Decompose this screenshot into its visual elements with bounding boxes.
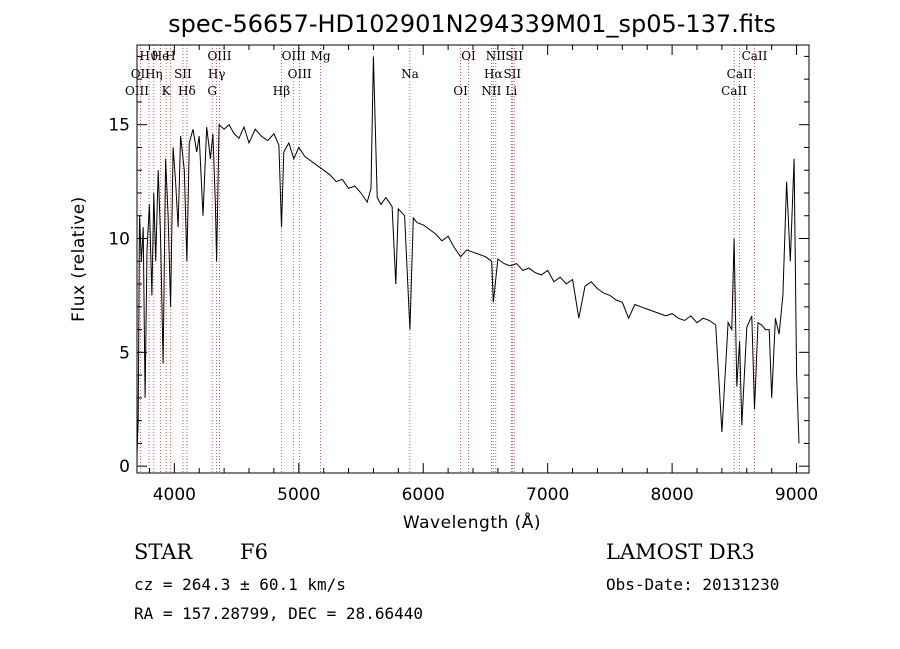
x-tick-label: 8000 [650,485,693,505]
line-label: Hϑ [140,49,159,63]
spectrum-chart: spec-56657-HD102901N294339M01_sp05-137.f… [69,10,818,533]
survey-name: LAMOST DR3 [606,540,755,564]
line-label: OIII [207,49,231,63]
y-axis-ticks: 0 5 10 15 [108,55,809,477]
line-label: K [162,84,172,98]
x-tick-label: 6000 [402,485,445,505]
line-label: Hη [145,67,163,81]
line-label: Li [505,84,517,98]
redshift-info: cz = 264.3 ± 60.1 km/s [134,575,346,594]
spectral-line-labels: HϑOIIOIIIHeHηKHSIIHδOIIIHγGOIIIOIIIHβMgN… [125,49,768,98]
line-label: Na [401,67,419,81]
line-label: CaII [742,49,768,63]
line-label: G [207,84,217,98]
chart-title: spec-56657-HD102901N294339M01_sp05-137.f… [168,10,776,38]
line-label: SII [174,67,192,81]
observation-date: Obs-Date: 20131230 [606,575,780,594]
line-label: CaII [721,84,747,98]
line-label: He [152,49,170,63]
line-label: Hβ [273,84,290,98]
line-label: NII [486,49,506,63]
spectral-line-markers [136,45,755,473]
line-label: Hδ [178,84,196,98]
x-tick-label: 9000 [775,485,818,505]
object-subclass: F6 [240,540,268,564]
line-label: OI [461,49,476,63]
line-label: Hα [484,67,503,81]
y-axis-label: Flux (relative) [69,196,89,322]
y-tick-label: 5 [119,343,130,363]
line-label: SII [503,67,521,81]
y-tick-label: 10 [108,230,130,250]
x-axis-ticks: 4000 5000 6000 7000 8000 9000 [148,45,818,505]
object-class: STAR [134,540,193,564]
y-tick-label: 0 [119,457,130,477]
line-label: NII [481,84,501,98]
line-label: OIII [288,67,312,81]
x-axis-label: Wavelength (Å) [403,511,541,533]
spectrum-line [136,56,800,455]
x-tick-label: 4000 [153,485,196,505]
line-label: Mg [311,49,331,63]
line-label: OI [453,84,468,98]
line-label: OIII [282,49,306,63]
x-tick-label: 7000 [526,485,569,505]
line-label: Hγ [208,67,226,81]
line-label: H [165,49,175,63]
plot-frame [136,44,810,474]
coordinates-info: RA = 157.28799, DEC = 28.66440 [134,604,423,623]
line-label: SII [505,49,523,63]
y-tick-label: 15 [108,116,130,136]
line-label: OII [131,67,151,81]
line-label: CaII [727,67,753,81]
x-tick-label: 5000 [277,485,320,505]
